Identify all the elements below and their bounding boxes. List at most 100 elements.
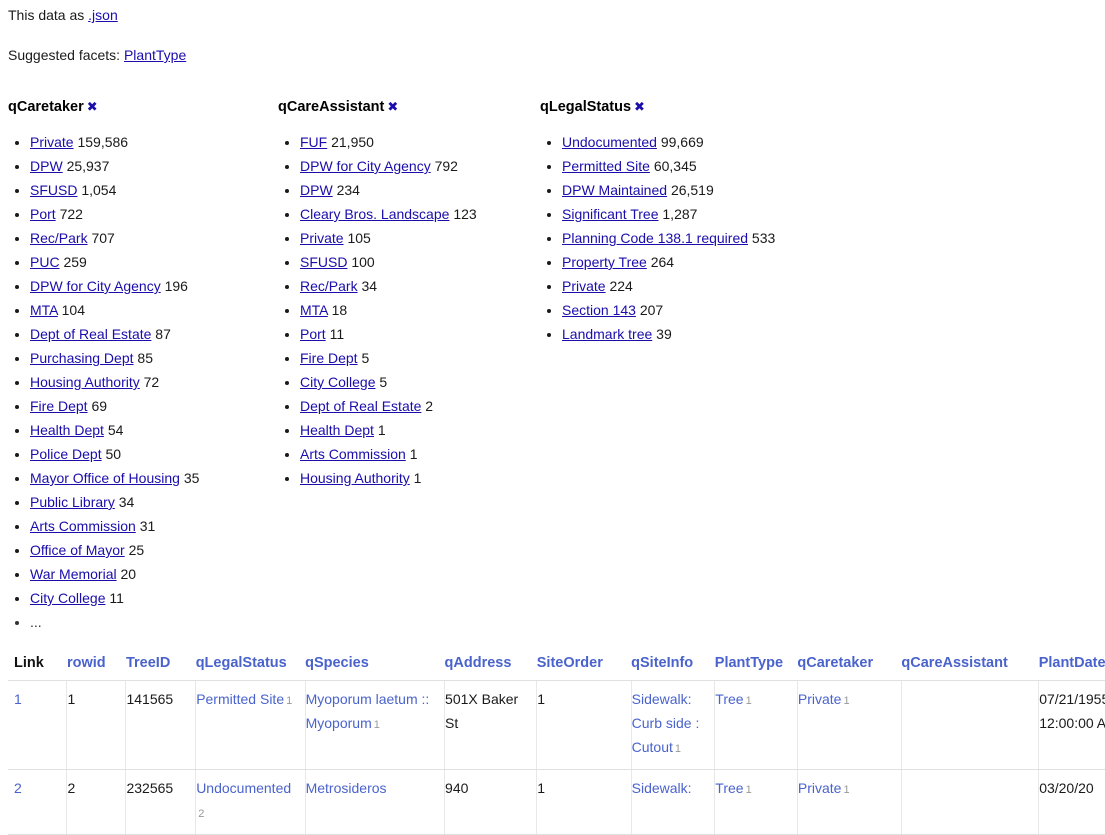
suggested-facet-planttype[interactable]: PlantType — [123, 47, 187, 63]
column-header-rowid[interactable]: rowid — [66, 655, 126, 681]
facet-item-link[interactable]: MTA — [30, 302, 58, 318]
facet-item-link[interactable]: Private — [30, 134, 74, 150]
facet-value-link[interactable]: Private — [797, 691, 842, 707]
column-header-label[interactable]: qCaretaker — [797, 655, 874, 671]
facet-item-link[interactable]: Dept of Real Estate — [300, 398, 422, 414]
facet-item-count: 35 — [183, 470, 200, 486]
column-header-label[interactable]: qSpecies — [305, 655, 369, 671]
facet-item-link[interactable]: Property Tree — [562, 254, 647, 270]
cell-link[interactable]: 2 — [8, 769, 68, 835]
facet-item: Housing Authority 1 — [300, 466, 540, 490]
facet-item-link[interactable]: SFUSD — [30, 182, 78, 198]
column-header-qcareassistant[interactable]: qCareAssistant — [901, 655, 1039, 681]
facet-item-link[interactable]: Rec/Park — [30, 230, 88, 246]
column-header-label[interactable]: TreeID — [125, 655, 171, 671]
facet-value-link[interactable]: Undocumented — [196, 780, 292, 796]
facet-item-link[interactable]: PUC — [30, 254, 60, 270]
facet-item: Section 143 207 — [562, 298, 840, 322]
facet-item-link[interactable]: City College — [300, 374, 376, 390]
column-header-qlegalstatus[interactable]: qLegalStatus — [195, 655, 306, 681]
cell-qaddress: 501X Baker St — [444, 680, 538, 770]
facet-item-link[interactable]: Port — [300, 326, 326, 342]
facet-dismiss-icon[interactable]: ✖ — [86, 99, 98, 114]
column-header-plantdate[interactable]: PlantDate — [1038, 655, 1105, 681]
column-header-label[interactable]: rowid — [66, 655, 106, 671]
column-header-label[interactable]: qLegalStatus — [195, 655, 287, 671]
facet-dismiss-icon[interactable]: ✖ — [634, 99, 645, 114]
column-header-label[interactable]: qCareAssistant — [901, 655, 1008, 671]
facet-item-link[interactable]: Arts Commission — [300, 446, 406, 462]
column-header-planttype[interactable]: PlantType — [714, 655, 798, 681]
column-header-treeid[interactable]: TreeID — [125, 655, 196, 681]
facet-item-link[interactable]: MTA — [300, 302, 328, 318]
facet-item-link[interactable]: Public Library — [30, 494, 115, 510]
column-header-label[interactable]: qAddress — [444, 655, 512, 671]
facet-item-link[interactable]: DPW Maintained — [562, 182, 668, 198]
facet-item-link[interactable]: Landmark tree — [562, 326, 653, 342]
facet-item-link[interactable]: Health Dept — [300, 422, 374, 438]
facet-item-link[interactable]: Dept of Real Estate — [30, 326, 152, 342]
facet-item-link[interactable]: Housing Authority — [300, 470, 410, 486]
facet-value-count: 1 — [373, 719, 380, 731]
facet-value-link[interactable]: Sidewalk: — [631, 780, 692, 796]
facet-item-link[interactable]: FUF — [300, 134, 328, 150]
facet-item-link[interactable]: DPW — [300, 182, 333, 198]
column-header-qsiteinfo[interactable]: qSiteInfo — [631, 655, 715, 681]
facet-item-link[interactable]: Section 143 — [562, 302, 636, 318]
facet-item-link[interactable]: Fire Dept — [30, 398, 88, 414]
facet-item-link[interactable]: SFUSD — [300, 254, 348, 270]
facet-list-qcaretaker: Private 159,586 DPW 25,937 SFUSD 1,054 P… — [8, 130, 278, 634]
export-json-link[interactable]: .json — [88, 7, 118, 23]
column-header-label[interactable]: SiteOrder — [536, 655, 603, 671]
facet-value-link[interactable]: Private — [797, 780, 842, 796]
facet-item-link[interactable]: Private — [300, 230, 344, 246]
column-header-qaddress[interactable]: qAddress — [444, 655, 537, 681]
column-header-qspecies[interactable]: qSpecies — [305, 655, 445, 681]
suggested-facets-label: Suggested facets: — [8, 47, 121, 63]
facet-item-link[interactable]: Port — [30, 206, 56, 222]
facet-item-link[interactable]: Arts Commission — [30, 518, 136, 534]
column-header-label[interactable]: qSiteInfo — [631, 655, 694, 671]
results-table-wrapper[interactable]: Link rowid TreeID qLegalStatus qSpecies … — [8, 655, 1105, 835]
facet-value-link[interactable]: Metrosideros — [305, 780, 387, 796]
facet-item-link[interactable]: Permitted Site — [562, 158, 650, 174]
facet-value-link[interactable]: Permitted Site — [196, 691, 285, 707]
facet-item-link[interactable]: DPW for City Agency — [30, 278, 161, 294]
facet-item: SFUSD 100 — [300, 250, 540, 274]
facet-dismiss-icon[interactable]: ✖ — [387, 99, 399, 114]
facet-item-link[interactable]: Mayor Office of Housing — [30, 470, 180, 486]
facet-item-link[interactable]: Purchasing Dept — [30, 350, 134, 366]
facet-value-link[interactable]: Tree — [715, 780, 744, 796]
facet-item-link[interactable]: Planning Code 138.1 required — [562, 230, 749, 246]
facet-item-count: 104 — [61, 302, 85, 318]
column-header-label[interactable]: PlantType — [714, 655, 784, 671]
facet-title-qcareassistant: qCareAssistant ✖ — [278, 98, 540, 116]
facet-item: City College 5 — [300, 370, 540, 394]
facet-item-link[interactable]: Police Dept — [30, 446, 102, 462]
column-header-siteorder[interactable]: SiteOrder — [536, 655, 632, 681]
facet-item-link[interactable]: Fire Dept — [300, 350, 358, 366]
facet-item-link[interactable]: Cleary Bros. Landscape — [300, 206, 450, 222]
facet-item-link[interactable]: City College — [30, 590, 106, 606]
facet-item-count: 533 — [751, 230, 776, 246]
facet-item-link[interactable]: Housing Authority — [30, 374, 140, 390]
facet-item-link[interactable]: DPW — [30, 158, 63, 174]
column-header-label[interactable]: PlantDate — [1038, 655, 1105, 671]
facet-item-link[interactable]: DPW for City Agency — [300, 158, 431, 174]
row-detail-link[interactable]: 2 — [14, 780, 22, 796]
facet-value-count: 1 — [843, 784, 850, 796]
facet-item-link[interactable]: Rec/Park — [300, 278, 358, 294]
facet-item-link[interactable]: Undocumented — [562, 134, 657, 150]
facet-item-link[interactable]: Health Dept — [30, 422, 104, 438]
facet-item-link[interactable]: Significant Tree — [562, 206, 659, 222]
facet-item-link[interactable]: Office of Mayor — [30, 542, 125, 558]
facet-value-link[interactable]: Myoporum laetum :: Myoporum — [305, 691, 430, 731]
facet-value-link[interactable]: Sidewalk: Curb side : Cutout — [631, 691, 700, 755]
cell-link[interactable]: 1 — [8, 680, 68, 770]
cell-plantdate: 03/20/20 — [1038, 769, 1105, 835]
row-detail-link[interactable]: 1 — [14, 691, 22, 707]
column-header-qcaretaker[interactable]: qCaretaker — [797, 655, 902, 681]
facet-value-link[interactable]: Tree — [715, 691, 744, 707]
facet-item-link[interactable]: Private — [562, 278, 606, 294]
facet-item-link[interactable]: War Memorial — [30, 566, 117, 582]
